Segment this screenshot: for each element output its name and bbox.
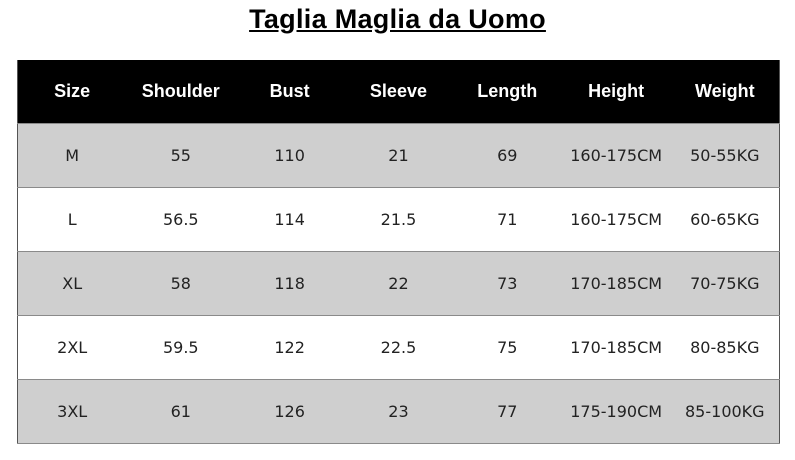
size-chart-table: Size Shoulder Bust Sleeve Length Height Weight… bbox=[17, 60, 780, 444]
table-cell: 110 bbox=[235, 123, 345, 188]
table-cell: 85-100KG bbox=[670, 379, 780, 444]
table-cell: 75 bbox=[452, 315, 562, 380]
page-title: Taglia Maglia da Uomo bbox=[249, 4, 546, 34]
table-cell: 21.5 bbox=[344, 187, 453, 252]
table-cell: 58 bbox=[126, 251, 236, 316]
table-row: M 55 110 21 69 160-175CM 50-55KG bbox=[17, 123, 780, 188]
table-cell: 70-75KG bbox=[670, 251, 780, 316]
table-cell: 80-85KG bbox=[670, 315, 780, 380]
table-cell: XL bbox=[17, 251, 127, 316]
table-cell: 73 bbox=[452, 251, 562, 316]
column-header: Height bbox=[561, 60, 671, 124]
table-cell: 114 bbox=[235, 187, 345, 252]
table-cell: 170-185CM bbox=[561, 315, 671, 380]
table-cell: 61 bbox=[126, 379, 236, 444]
table-cell: 71 bbox=[452, 187, 562, 252]
table-cell: 69 bbox=[452, 123, 562, 188]
table-cell: 118 bbox=[235, 251, 345, 316]
table-cell: 59.5 bbox=[126, 315, 236, 380]
table-row: 3XL 61 126 23 77 175-190CM 85-100KG bbox=[17, 379, 780, 444]
table-cell: 22 bbox=[344, 251, 453, 316]
table-cell: 2XL bbox=[17, 315, 127, 380]
table-row: 2XL 59.5 122 22.5 75 170-185CM 80-85KG bbox=[17, 315, 780, 380]
header-row: Size Shoulder Bust Sleeve Length Height Weight bbox=[17, 60, 780, 124]
table-cell: 3XL bbox=[17, 379, 127, 444]
column-header: Sleeve bbox=[344, 60, 453, 124]
table-cell: M bbox=[17, 123, 127, 188]
column-header: Weight bbox=[670, 60, 780, 124]
column-header: Size bbox=[17, 60, 127, 124]
table-cell: 160-175CM bbox=[561, 187, 671, 252]
table-cell: 21 bbox=[344, 123, 453, 188]
table-cell: 22.5 bbox=[344, 315, 453, 380]
table-cell: 160-175CM bbox=[561, 123, 671, 188]
table-cell: 60-65KG bbox=[670, 187, 780, 252]
column-header: Shoulder bbox=[126, 60, 236, 124]
table-row: L 56.5 114 21.5 71 160-175CM 60-65KG bbox=[17, 187, 780, 252]
column-header: Bust bbox=[235, 60, 345, 124]
table-cell: 55 bbox=[126, 123, 236, 188]
column-header: Length bbox=[452, 60, 562, 124]
table-cell: 23 bbox=[344, 379, 453, 444]
table-row: XL 58 118 22 73 170-185CM 70-75KG bbox=[17, 251, 780, 316]
table-cell: L bbox=[17, 187, 127, 252]
table-cell: 56.5 bbox=[126, 187, 236, 252]
table-cell: 126 bbox=[235, 379, 345, 444]
table-cell: 50-55KG bbox=[670, 123, 780, 188]
table-cell: 122 bbox=[235, 315, 345, 380]
table-cell: 77 bbox=[452, 379, 562, 444]
table-cell: 170-185CM bbox=[561, 251, 671, 316]
table-cell: 175-190CM bbox=[561, 379, 671, 444]
